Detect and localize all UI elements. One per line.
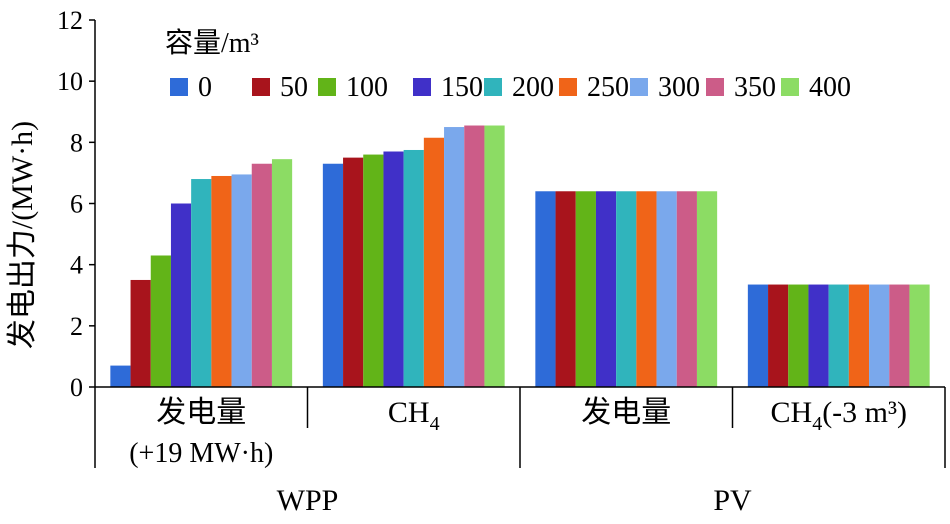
legend-title: 容量/m³ <box>165 27 259 59</box>
x-axis: 发电量 (+19 MW·h) CH4 发电量 CH4(-3 m³) WPP PV <box>94 386 946 517</box>
x-category-sublabel: (+19 MW·h) <box>129 438 273 469</box>
x-category-label: 发电量 <box>581 396 671 429</box>
bar-0-2 <box>535 191 556 387</box>
bar-150-3 <box>808 284 829 387</box>
legend-label-100: 100 <box>346 72 388 103</box>
legend-label-300: 300 <box>658 72 700 103</box>
y-axis: 0 2 4 6 8 10 12 <box>57 6 96 402</box>
bar-50-3 <box>768 284 789 387</box>
bar-250-2 <box>636 191 657 387</box>
bar-350-2 <box>676 191 697 387</box>
y-tick-label: 2 <box>70 312 83 341</box>
legend-label-50: 50 <box>280 72 308 103</box>
bar-100-3 <box>788 284 809 387</box>
x-category-label: 发电量 <box>156 396 246 429</box>
legend-swatch-250 <box>559 78 577 96</box>
bar-300-1 <box>444 127 465 388</box>
y-axis-label: 发电出力/(MW·h) <box>6 121 39 349</box>
y-tick-label: 8 <box>70 128 83 157</box>
bar-400-2 <box>696 191 718 387</box>
bar-50-1 <box>343 157 364 387</box>
bar-150-2 <box>595 191 617 387</box>
legend-swatch-200 <box>484 78 502 96</box>
bar-250-0 <box>211 175 232 387</box>
bar-0-3 <box>747 284 769 387</box>
bar-300-3 <box>869 284 890 387</box>
y-tick-label: 10 <box>57 67 83 96</box>
x-group-label: PV <box>713 484 752 517</box>
bar-200-1 <box>403 149 424 387</box>
bar-150-1 <box>383 151 404 387</box>
bars <box>110 125 930 388</box>
x-group-label: WPP <box>277 484 339 517</box>
x-category-label: CH4(-3 m³) <box>771 396 908 435</box>
bar-350-3 <box>889 284 910 387</box>
legend-label-200: 200 <box>512 72 554 103</box>
y-tick-label: 6 <box>70 190 83 219</box>
x-category-label: CH4 <box>388 396 440 435</box>
bar-250-3 <box>848 284 870 387</box>
bar-50-0 <box>130 279 151 387</box>
bar-100-1 <box>363 154 384 387</box>
bar-250-1 <box>423 137 445 387</box>
bar-300-2 <box>656 191 677 387</box>
y-tick-label: 4 <box>70 251 83 280</box>
bar-200-2 <box>616 191 637 387</box>
legend-swatch-400 <box>781 78 799 96</box>
bar-350-0 <box>251 163 272 387</box>
bar-100-0 <box>150 255 171 387</box>
bar-350-1 <box>464 125 485 387</box>
legend-swatch-0 <box>170 78 188 96</box>
legend-label-0: 0 <box>198 72 212 103</box>
bar-100-2 <box>575 191 596 387</box>
legend-label-350: 350 <box>734 72 776 103</box>
bar-400-3 <box>909 284 930 387</box>
bar-200-3 <box>828 284 849 387</box>
legend-swatch-100 <box>318 78 336 96</box>
y-tick-label: 12 <box>57 6 83 35</box>
y-tick-label: 0 <box>70 373 83 402</box>
bar-300-0 <box>231 174 252 387</box>
bar-200-0 <box>191 179 212 387</box>
legend: 0 50 100 150 200 250 300 350 400 <box>170 72 851 103</box>
legend-swatch-350 <box>706 78 724 96</box>
bar-0-1 <box>322 163 344 387</box>
bar-400-0 <box>271 159 293 387</box>
legend-swatch-150 <box>413 78 431 96</box>
bar-50-2 <box>555 191 576 387</box>
legend-label-150: 150 <box>441 72 483 103</box>
bar-150-0 <box>170 203 192 387</box>
legend-label-400: 400 <box>809 72 851 103</box>
legend-swatch-300 <box>630 78 648 96</box>
bar-0-0 <box>110 365 131 387</box>
legend-swatch-50 <box>252 78 270 96</box>
legend-label-250: 250 <box>587 72 629 103</box>
bar-400-1 <box>484 125 505 387</box>
